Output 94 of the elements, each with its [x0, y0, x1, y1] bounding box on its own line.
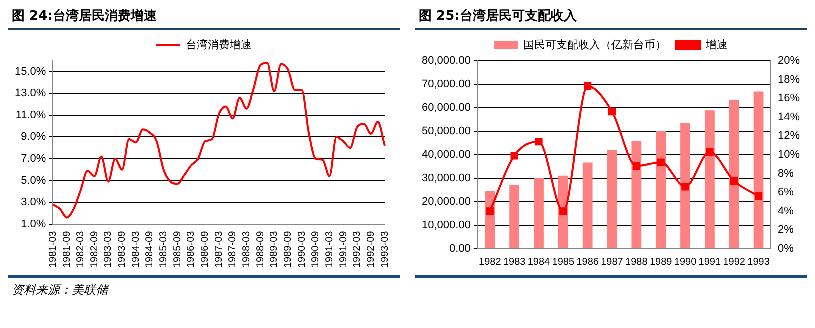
bar	[582, 162, 593, 248]
point	[706, 148, 714, 156]
x-tick-label: 1987	[601, 256, 624, 268]
bar	[729, 100, 740, 248]
bar	[607, 150, 618, 248]
y-tick-label: 9.0%	[21, 131, 46, 144]
legend-label: 台湾消费增速	[186, 38, 252, 52]
point	[486, 208, 494, 216]
x-tick-label: 1983	[503, 256, 526, 268]
y-tick-label: 15.0%	[14, 66, 46, 78]
point	[730, 177, 738, 186]
x-tick-label: 1981-03	[48, 230, 59, 268]
y-tick-label: 40,000.00	[422, 149, 471, 162]
x-tick-label: 1982-03	[76, 230, 87, 268]
x-tick-label: 1989	[650, 256, 673, 268]
y-tick-label: 30,000.00	[422, 172, 471, 185]
bar	[704, 110, 715, 248]
y-tick-label: 60,000.00	[422, 102, 471, 114]
point	[657, 158, 665, 166]
text: 资料来源：美联储	[12, 283, 108, 297]
y-tick-label: 0.00	[450, 243, 471, 256]
x-tick-label: 1990	[674, 256, 698, 268]
y-tick-label: 11.0%	[16, 109, 46, 122]
chart-title: 图 25:台湾居民可支配收入	[415, 0, 807, 30]
x-tick-label: 1984	[528, 256, 551, 268]
x-tick-label: 1991-03	[324, 230, 336, 268]
y2-tick-label: 4%	[778, 205, 794, 218]
y-tick-label: 20,000.00	[422, 196, 471, 208]
x-tick-label: 1984-03	[130, 230, 142, 268]
x-tick-label: 1989-09	[282, 230, 294, 268]
line-series	[52, 62, 386, 219]
chart-title: 图 24:台湾居民消费增速	[8, 0, 400, 30]
x-tick-label: 1982	[479, 256, 502, 268]
x-tick-label: 1985-03	[158, 230, 170, 268]
y-tick-label: 10,000.00	[422, 220, 471, 232]
y2-tick-label: 2%	[778, 224, 794, 236]
y-tick-label: 7.0%	[21, 153, 46, 166]
y2-tick-label: 6%	[778, 186, 794, 199]
y2-tick-label: 8%	[778, 168, 794, 180]
point	[535, 138, 543, 146]
x-tick-label: 1983-03	[103, 230, 114, 268]
y2-tick-label: 18%	[778, 74, 800, 86]
bar	[656, 131, 666, 248]
x-tick-label: 1988-09	[255, 230, 266, 268]
point	[584, 82, 592, 90]
y-tick-label: 50,000.00	[422, 126, 471, 138]
legend-label: 增速	[705, 38, 728, 52]
x-tick-label: 1982-09	[89, 230, 100, 268]
point	[608, 108, 616, 116]
x-tick-label: 1985	[552, 256, 575, 268]
x-tick-label: 1986-03	[186, 230, 198, 268]
y2-tick-label: 12%	[778, 130, 800, 142]
x-tick-label: 1986	[576, 256, 600, 268]
x-tick-label: 1991-09	[338, 230, 350, 268]
y-tick-label: 5.0%	[21, 174, 46, 187]
y2-tick-label: 14%	[778, 111, 800, 124]
y2-tick-label: 0%	[778, 243, 794, 256]
y-tick-label: 80,000.00	[422, 55, 471, 68]
point	[560, 208, 568, 216]
x-tick-label: 1981-09	[62, 230, 73, 268]
bar	[632, 141, 642, 248]
point	[754, 192, 763, 200]
x-tick-label: 1988-03	[241, 230, 252, 268]
point	[632, 162, 640, 170]
x-tick-label: 1988	[626, 256, 648, 268]
y-tick-label: 70,000.00	[422, 78, 471, 91]
x-tick-label: 1993	[748, 256, 770, 268]
x-tick-label: 1987-09	[228, 230, 239, 268]
x-tick-label: 1989-03	[269, 230, 280, 268]
y2-tick-label: 16%	[778, 92, 800, 105]
x-tick-label: 1985-09	[172, 230, 184, 268]
y-tick-label: 13.0%	[14, 88, 46, 100]
point	[682, 183, 690, 191]
x-tick-label: 1987-03	[214, 230, 225, 268]
x-tick-label: 1983-09	[117, 230, 128, 268]
bar	[534, 178, 544, 248]
x-tick-label: 1990-03	[296, 230, 308, 268]
x-tick-label: 1984-09	[144, 230, 156, 268]
bar	[754, 92, 764, 248]
point	[510, 152, 518, 160]
x-tick-label: 1993-03	[380, 230, 391, 268]
x-tick-label: 1986-09	[200, 230, 212, 268]
legend-label: 国民可支配收入（亿新台币）	[524, 38, 666, 52]
x-tick-label: 1992	[723, 256, 746, 268]
x-tick-label: 1991	[698, 256, 722, 268]
y-tick-label: 3.0%	[21, 196, 46, 209]
y-tick-label: 1.0%	[21, 218, 46, 230]
x-tick-label: 1992-09	[366, 230, 377, 268]
x-tick-label: 1992-03	[352, 230, 364, 268]
bar	[510, 186, 520, 248]
bar	[680, 124, 690, 248]
x-tick-label: 1990-09	[310, 230, 322, 268]
y2-tick-label: 10%	[778, 149, 800, 162]
y2-tick-label: 20%	[778, 55, 800, 68]
